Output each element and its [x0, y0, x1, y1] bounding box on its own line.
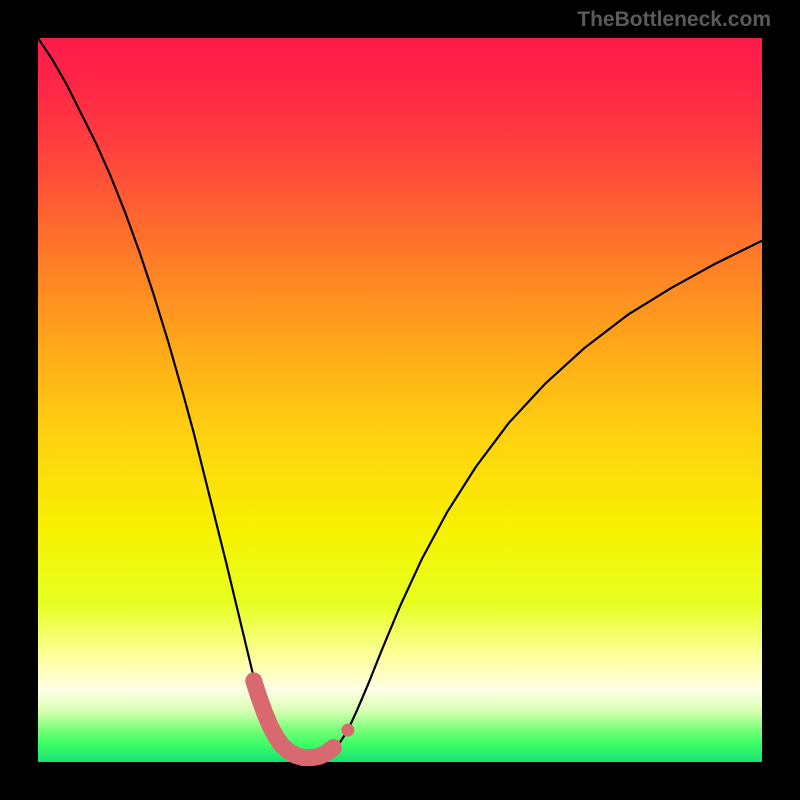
trough-end-cap: [327, 741, 340, 754]
watermark: TheBottleneck.com: [577, 8, 771, 32]
trough-segment: [254, 681, 334, 758]
trough-dot: [341, 724, 354, 737]
plot-area: [38, 38, 762, 762]
bottleneck-curve: [38, 38, 762, 759]
chart-canvas: TheBottleneck.com: [0, 0, 800, 800]
trough-end-cap: [247, 674, 260, 687]
curve-layer: [38, 38, 762, 762]
